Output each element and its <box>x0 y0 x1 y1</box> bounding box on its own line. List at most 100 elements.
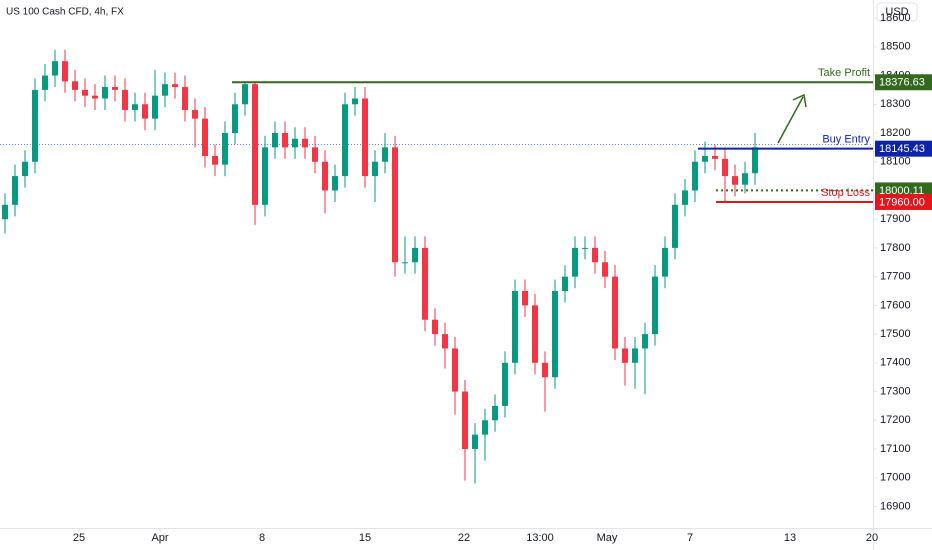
candle-body <box>392 147 398 263</box>
candle-body <box>152 95 158 119</box>
y-tick-label: 17700 <box>880 271 911 283</box>
candle-body <box>722 158 728 177</box>
candle-body <box>652 276 658 335</box>
candle-body <box>422 247 428 320</box>
x-tick-label: 15 <box>359 532 371 544</box>
chart-title: US 100 Cash CFD, 4h, FX <box>6 7 124 18</box>
y-tick-label: 17100 <box>880 443 911 455</box>
candle-body <box>252 84 258 205</box>
x-tick-label: 7 <box>687 532 693 544</box>
x-tick-label: 13 <box>784 532 796 544</box>
x-tick-label: 20 <box>866 532 878 544</box>
candle-body <box>482 420 488 435</box>
candle-body <box>22 161 28 177</box>
candle-body <box>522 291 528 306</box>
candle-body <box>412 247 418 263</box>
candle-body <box>502 362 508 406</box>
candle-body <box>582 247 588 249</box>
candle-body <box>542 362 548 378</box>
candle-body <box>282 133 288 148</box>
candle-body <box>2 204 8 220</box>
y-tick-label: 17500 <box>880 328 911 340</box>
price-badge-label: 18000.11 <box>879 185 924 197</box>
price-badge-label: 17960.00 <box>879 196 925 208</box>
candle-body <box>362 98 368 177</box>
candle-body <box>202 118 208 156</box>
x-tick-label: 8 <box>259 532 265 544</box>
candle-body <box>42 75 48 90</box>
candle-body <box>342 104 348 177</box>
candle-body <box>372 161 378 177</box>
y-tick-label: 17900 <box>880 213 911 225</box>
candle-body <box>232 104 238 134</box>
candle-body <box>112 87 118 90</box>
candle-body <box>32 89 38 162</box>
candle-body <box>222 133 228 165</box>
candle-body <box>702 155 708 162</box>
candle-body <box>132 104 138 111</box>
candle-body <box>742 173 748 185</box>
x-tick-label: Apr <box>151 532 168 544</box>
candle-body <box>12 176 18 205</box>
y-tick-label: 17000 <box>880 472 911 484</box>
candle-body <box>712 155 718 159</box>
y-tick-label: 18100 <box>880 156 911 168</box>
candle-body <box>622 348 628 363</box>
candle-body <box>642 334 648 349</box>
candle-body <box>662 247 668 277</box>
candle-body <box>52 61 58 76</box>
y-tick-label: 17300 <box>880 385 911 397</box>
candle-body <box>292 138 298 148</box>
candle-body <box>242 84 248 105</box>
y-tick-label: 17400 <box>880 357 911 369</box>
y-tick-label: 17200 <box>880 414 911 426</box>
candle-body <box>562 276 568 292</box>
candle-body <box>532 305 538 363</box>
candle-body <box>602 262 608 277</box>
x-tick-label: 25 <box>73 532 85 544</box>
price-badge <box>875 140 932 157</box>
candle-body <box>402 262 408 264</box>
candle-body <box>102 87 108 99</box>
x-tick-label: 13:00 <box>526 532 554 544</box>
candle-body <box>682 190 688 205</box>
candle-body <box>592 247 598 263</box>
candle-body <box>692 161 698 191</box>
x-tick-label: 22 <box>458 532 470 544</box>
arrow-head <box>792 93 807 108</box>
candle-body <box>322 161 328 191</box>
candle-body <box>752 147 758 174</box>
candle-body <box>432 319 438 335</box>
candle-body <box>192 110 198 119</box>
y-tick-label: 17800 <box>880 242 911 254</box>
currency[interactable]: USD <box>885 6 908 18</box>
candle-body <box>552 291 558 378</box>
candle-body <box>272 133 278 148</box>
price-badge-label: 18145.43 <box>879 143 925 155</box>
price-badge <box>875 193 932 210</box>
x-tick-label: May <box>597 532 618 544</box>
candle-body <box>302 138 308 148</box>
candle-body <box>472 434 478 450</box>
candle-body <box>332 176 338 191</box>
y-tick-label: 16900 <box>880 500 911 512</box>
candle-body <box>142 104 148 119</box>
y-tick-label: 18200 <box>880 127 911 139</box>
candle-body <box>92 95 98 99</box>
level-label: Stop Loss <box>821 187 870 199</box>
candle-body <box>82 89 88 96</box>
candle-body <box>122 89 128 111</box>
candle-body <box>492 405 498 421</box>
arrow <box>777 96 804 144</box>
y-tick-label: 18300 <box>880 98 911 110</box>
candle-body <box>442 334 448 349</box>
candle-body <box>382 147 388 162</box>
y-tick-label: 18600 <box>880 12 911 24</box>
candle-body <box>452 348 458 392</box>
currency-button[interactable] <box>876 2 918 22</box>
level-label: Buy Entry <box>822 134 870 146</box>
y-tick-label: 17600 <box>880 299 911 311</box>
level-label: Take Profit <box>818 67 870 79</box>
candle-body <box>182 87 188 111</box>
